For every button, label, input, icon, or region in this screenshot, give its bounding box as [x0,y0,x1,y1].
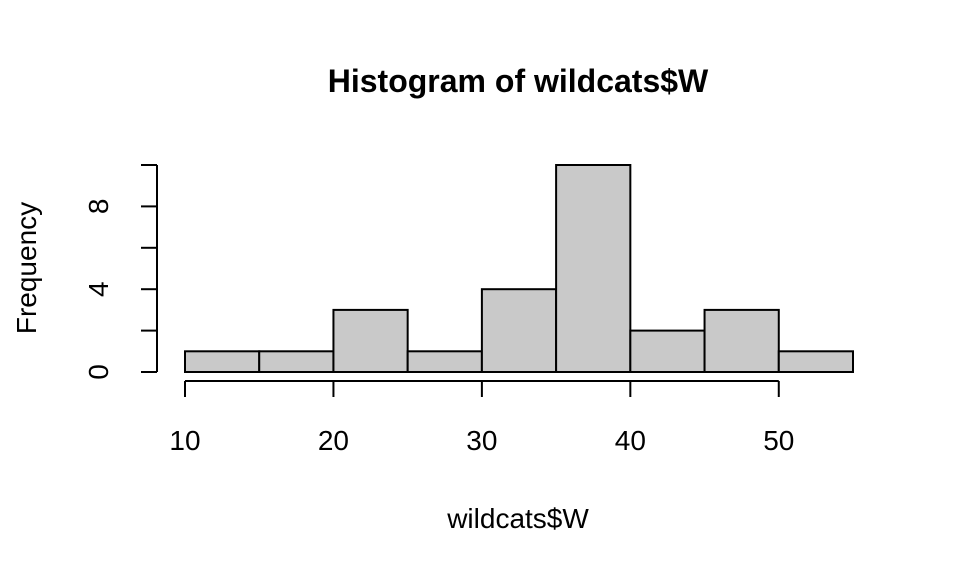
histogram-bar-45-50 [703,308,780,373]
histogram-bar-15-20 [258,350,335,373]
bars-group [184,164,854,374]
y-tick-label-8: 8 [83,199,114,215]
histogram-bar-25-30 [406,350,483,373]
histogram-bar-20-25 [332,308,409,373]
x-tick-label-10: 10 [169,425,200,456]
x-tick-label-40: 40 [615,425,646,456]
x-axis-label: wildcats$W [446,503,589,534]
x-tick-label-30: 30 [466,425,497,456]
y-axis: 0 4 8 [83,164,158,380]
x-tick-label-20: 20 [318,425,349,456]
x-axis: 10 20 30 40 50 [169,380,794,456]
chart-title: Histogram of wildcats$W [328,63,709,99]
y-tick-label-4: 4 [83,281,114,297]
histogram-bar-10-15 [184,350,261,373]
histogram-bar-30-35 [480,288,558,374]
histogram-bar-40-45 [629,329,706,374]
y-axis-label: Frequency [11,202,42,334]
x-tick-label-50: 50 [763,425,794,456]
histogram-bar-50-55 [777,350,854,373]
y-tick-label-0: 0 [83,364,114,380]
histogram-bar-35-40 [555,164,632,373]
